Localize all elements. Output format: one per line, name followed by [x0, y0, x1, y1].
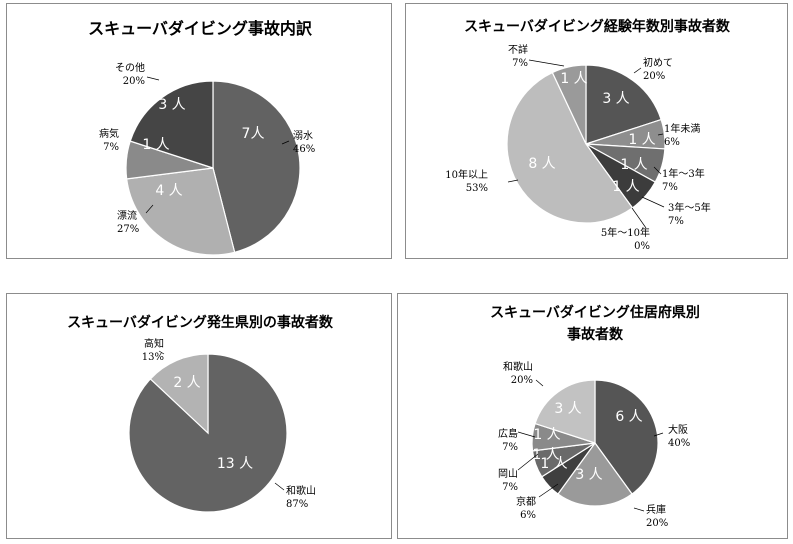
pie-slice — [534, 379, 596, 444]
leader-line — [657, 133, 664, 136]
slice-category-label: 広島 7% — [498, 427, 518, 453]
leader-line — [633, 67, 642, 74]
slice-category-label: 1年～3年 7% — [662, 167, 705, 193]
slice-category-label: 5年～10年 0% — [601, 226, 650, 252]
slice-count-label: 3 人 — [575, 467, 602, 483]
slice-count-label: 1 人 — [532, 447, 559, 463]
chart-title: スキューバダイビング経験年数別事故者数 — [464, 18, 731, 35]
pie-slice — [506, 71, 634, 224]
pie-slice — [594, 379, 659, 495]
pie-slice — [149, 353, 209, 435]
leader-line — [653, 432, 664, 437]
slice-category-label: 病気 7% — [99, 127, 119, 153]
slice-category-label: 10年以上 53% — [445, 168, 488, 194]
leader-line — [158, 350, 165, 355]
leader-line — [633, 507, 645, 512]
slice-category-label: 3年～5年 7% — [668, 201, 711, 227]
slice-category-label: 不詳 7% — [508, 43, 528, 69]
leader-line — [528, 59, 565, 67]
chart-title: スキューバダイビング発生県別の事故者数 — [67, 314, 334, 331]
slice-count-label: 7人 — [242, 126, 265, 142]
leader-line — [145, 204, 154, 214]
leader-line — [653, 166, 662, 175]
chart-panel-experience-years: スキューバダイビング経験年数別事故者数 3 人 1 人 1 人 1 人 8 人 1 人 初めて… — [405, 3, 788, 259]
leader-line — [146, 76, 160, 81]
slice-count-label: 1 人 — [540, 456, 567, 472]
leader-line — [507, 179, 519, 183]
pie-slice — [551, 64, 587, 145]
leader-line — [641, 196, 665, 208]
slice-category-label: 兵庫 20% — [646, 503, 668, 529]
slice-count-label: 1 人 — [142, 137, 169, 153]
slice-count-label: 1 人 — [560, 71, 587, 87]
leader-line — [517, 431, 536, 438]
slice-category-label: その他 20% — [115, 61, 145, 87]
slice-count-label: 2 人 — [173, 375, 200, 391]
leader-line — [281, 140, 290, 145]
slice-category-label: 大阪 40% — [668, 423, 690, 449]
slice-count-label: 8 人 — [528, 156, 555, 172]
pie-slice — [557, 441, 633, 507]
pie-slice — [212, 80, 301, 254]
chart-panel-accident-breakdown: スキューバダイビング事故内訳 7人 4 人 1 人 3 人溺水 46% 漂流 27% 病気 7% そ… — [6, 3, 392, 259]
slice-category-label: 漂流 27% — [117, 209, 139, 235]
leader-line — [535, 379, 544, 387]
slice-category-label: 高知 13% — [142, 337, 164, 363]
slice-count-label: 4 人 — [155, 183, 182, 199]
pie-chart-experience-years: スキューバダイビング経験年数別事故者数 3 人 1 人 1 人 1 人 8 人 1 人 初めて… — [445, 18, 731, 252]
slice-count-label: 13 人 — [217, 456, 253, 472]
slice-category-label: 和歌山 87% — [286, 484, 316, 510]
slice-count-label: 1 人 — [628, 132, 655, 148]
slice-category-label: 初めて 20% — [643, 56, 673, 82]
chart-panel-prefecture-of-incident: スキューバダイビング発生県別の事故者数 13 人 2 人和歌山 87% 高知 13% — [6, 293, 392, 539]
leader-line — [631, 207, 647, 229]
chart-title: スキューバダイビング事故内訳 — [88, 19, 313, 38]
slice-count-label: 1 人 — [612, 179, 639, 195]
slice-count-label: 3 人 — [602, 91, 629, 107]
slice-category-label: 和歌山 20% — [503, 360, 533, 386]
leader-line — [274, 482, 285, 491]
slice-category-label: 溺水 46% — [293, 130, 315, 155]
slice-category-label: 1年未満 6% — [664, 122, 700, 148]
leader-line — [517, 453, 539, 471]
leader-line — [538, 483, 559, 498]
pie-slice — [129, 80, 214, 169]
pie-slice — [126, 167, 236, 256]
chart-title: スキューバダイビング住居府県別事故者数 — [490, 304, 700, 343]
slice-category-label: 岡山 7% — [498, 468, 518, 493]
slice-count-label: 3 人 — [158, 97, 185, 113]
slice-category-label: 京都 6% — [516, 495, 536, 521]
pie-chart-accident-breakdown: スキューバダイビング事故内訳 7人 4 人 1 人 3 人溺水 46% 漂流 27% 病気 7% そ… — [88, 19, 315, 256]
slice-count-label: 3 人 — [554, 401, 581, 417]
slice-count-label: 6 人 — [615, 409, 642, 425]
slice-count-label: 1 人 — [620, 157, 647, 173]
pie-slice — [585, 64, 662, 145]
slice-count-label: 1 人 — [533, 427, 560, 443]
